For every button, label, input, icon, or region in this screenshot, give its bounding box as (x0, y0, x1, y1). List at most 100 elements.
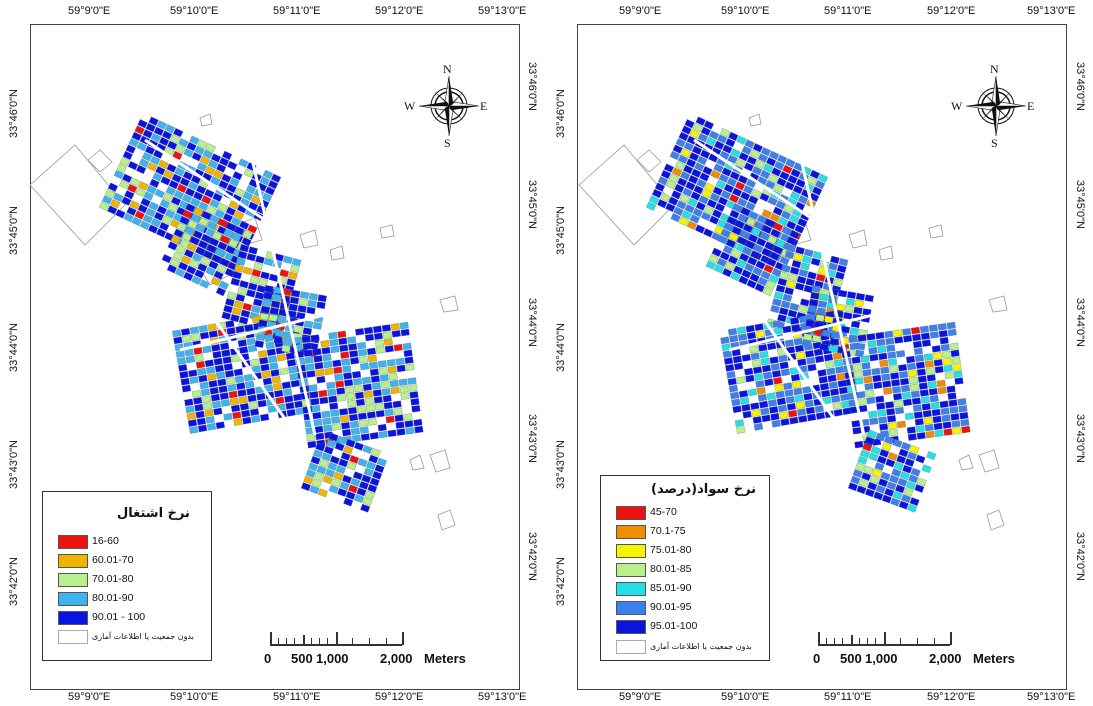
census-block (845, 298, 855, 306)
census-block (763, 371, 773, 380)
census-block (343, 497, 354, 507)
census-block (352, 370, 362, 379)
census-block (779, 361, 789, 370)
census-block (828, 262, 838, 271)
census-block (275, 396, 285, 405)
census-block (355, 398, 366, 407)
census-block (660, 192, 671, 202)
census-block (950, 349, 960, 357)
census-block (245, 380, 255, 389)
census-block (337, 394, 347, 402)
census-block (672, 144, 683, 154)
census-block (654, 182, 666, 192)
census-block (303, 475, 314, 485)
census-block (867, 481, 878, 491)
census-block (228, 238, 239, 249)
census-block (390, 323, 400, 331)
census-block (247, 344, 258, 353)
census-block (246, 253, 257, 262)
census-block (888, 474, 899, 484)
census-block (281, 344, 291, 353)
census-block (274, 329, 285, 338)
census-block (773, 222, 784, 232)
census-block (163, 169, 174, 180)
census-block (392, 400, 402, 409)
census-block (748, 195, 759, 205)
census-block (357, 342, 367, 350)
census-block (193, 396, 203, 405)
census-block (159, 199, 170, 209)
census-block (345, 386, 355, 394)
census-block (740, 396, 750, 405)
census-block (387, 429, 397, 438)
census-block (777, 277, 788, 287)
census-block (153, 149, 164, 159)
census-block (722, 245, 733, 255)
census-block (387, 365, 397, 374)
census-block (768, 150, 780, 161)
census-block (795, 178, 806, 188)
census-block (353, 377, 363, 386)
census-block (170, 196, 182, 206)
census-block (285, 352, 295, 360)
census-block (814, 355, 825, 363)
census-block (319, 396, 329, 405)
census-block (803, 284, 814, 294)
census-block (239, 244, 250, 253)
census-block (320, 340, 330, 348)
legend-swatch (616, 563, 646, 577)
census-block (817, 369, 827, 377)
census-block (175, 144, 186, 154)
census-block (744, 139, 755, 149)
census-block (104, 188, 116, 199)
census-block (773, 327, 783, 335)
census-block (810, 257, 821, 267)
left-map-panel: 59°9'0"E 59°10'0"E 59°11'0"E 59°12'0"E 5… (0, 0, 546, 706)
bottom-lon-label: 59°13'0"E (1027, 691, 1076, 703)
census-block (697, 133, 709, 143)
census-block (731, 226, 742, 236)
census-block (787, 174, 798, 185)
census-block (107, 182, 119, 192)
census-block (145, 122, 156, 133)
census-block (187, 419, 198, 427)
census-block (900, 441, 911, 451)
census-block (742, 246, 753, 256)
census-block (204, 188, 215, 199)
census-block (190, 197, 201, 207)
census-block (259, 312, 269, 321)
census-block (914, 354, 925, 363)
census-block (777, 404, 788, 413)
census-block (217, 202, 228, 213)
census-block (909, 445, 920, 454)
census-block (819, 343, 829, 351)
census-block (256, 392, 266, 401)
census-block (729, 209, 740, 219)
census-block (365, 404, 375, 412)
census-block (329, 338, 339, 347)
census-block (241, 237, 252, 247)
census-block (771, 419, 781, 428)
census-block (212, 350, 222, 359)
census-block (711, 209, 723, 219)
census-block (141, 152, 153, 162)
census-block (875, 432, 886, 442)
census-block (272, 382, 283, 391)
census-block (803, 248, 814, 257)
census-block (759, 231, 770, 241)
census-block (674, 161, 686, 171)
bottom-lon-label: 59°9'0"E (619, 691, 662, 703)
census-block (740, 191, 751, 201)
census-block (206, 205, 217, 215)
census-block (857, 334, 867, 342)
census-block (770, 363, 780, 371)
census-block (947, 392, 957, 400)
census-block (752, 143, 763, 153)
census-block (349, 350, 359, 358)
census-block (226, 222, 237, 232)
census-block (804, 350, 815, 358)
census-block (344, 379, 354, 387)
census-block (247, 394, 257, 403)
census-block (270, 369, 280, 377)
census-block (905, 355, 916, 364)
